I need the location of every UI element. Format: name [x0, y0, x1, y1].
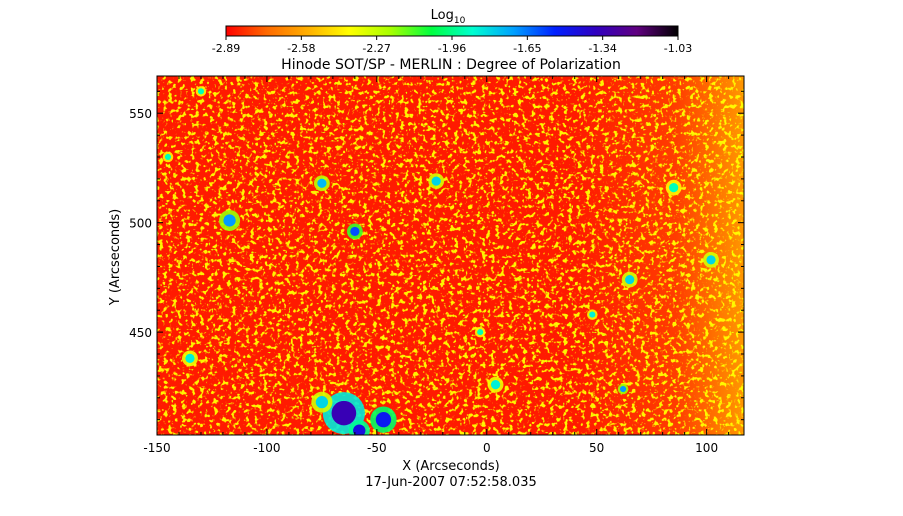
patch-core: [331, 400, 357, 426]
colorbar-tick-label: -1.65: [513, 42, 541, 55]
patch-core: [185, 353, 195, 363]
polarization-patches: [162, 86, 719, 435]
colorbar: Log10 -2.89 -2.58 -2.27 -1.96 -1.65 -1.34 -1.0…: [212, 8, 692, 55]
colorbar-ticks: -2.89 -2.58 -2.27 -1.96 -1.65 -1.34 -1.03: [212, 36, 692, 55]
x-tick-label: 100: [695, 441, 718, 455]
patch-core: [706, 255, 716, 265]
patch-core: [625, 274, 635, 285]
patch-core: [353, 424, 366, 435]
patch-core: [589, 311, 596, 318]
x-axis-label: X (Arcseconds): [402, 459, 499, 474]
patch-core: [315, 396, 329, 409]
patch-core: [164, 153, 172, 161]
colorbar-tick-label: -1.03: [664, 42, 692, 55]
colorbar-label-main: Log: [431, 8, 454, 23]
timestamp: 17-Jun-2007 07:52:58.035: [365, 475, 537, 490]
x-tick-label: -50: [367, 441, 387, 455]
colorbar-tick-label: -2.27: [362, 42, 390, 55]
x-axis-ticks: -150 -100 -50 0 50 100: [143, 76, 730, 455]
x-tick-label: -150: [143, 441, 170, 455]
plot-area: [157, 76, 744, 435]
chart-title: Hinode SOT/SP - MERLIN : Degree of Polar…: [281, 57, 621, 73]
heatmap-limb-brightening: [574, 76, 744, 435]
patch-core: [375, 412, 392, 428]
patch-core: [223, 214, 236, 227]
x-tick-label: 50: [589, 441, 604, 455]
colorbar-label: Log10: [431, 8, 466, 26]
x-tick-label: -100: [253, 441, 280, 455]
patch-core: [350, 226, 360, 237]
y-axis-label: Y (Arcseconds): [108, 209, 123, 306]
patch-core: [620, 385, 627, 393]
y-axis-ticks: 450 500 550: [129, 90, 744, 421]
y-tick-label: 450: [129, 326, 152, 340]
patch-core: [431, 176, 441, 186]
colorbar-gradient: [225, 25, 679, 37]
patch-core: [490, 380, 501, 390]
patch-core: [197, 88, 205, 95]
colorbar-tick-label: -1.34: [588, 42, 616, 55]
x-tick-label: 0: [483, 441, 491, 455]
patch-core: [477, 329, 484, 336]
colorbar-tick-label: -1.96: [438, 42, 466, 55]
colorbar-tick-label: -2.89: [212, 42, 240, 55]
colorbar-tick-label: -2.58: [287, 42, 315, 55]
y-tick-label: 500: [129, 217, 152, 231]
patch-core: [317, 178, 327, 188]
plot-frame: [156, 75, 745, 436]
y-tick-label: 550: [129, 107, 152, 121]
patch-core: [669, 183, 679, 193]
colorbar-label-subscript: 10: [454, 16, 466, 26]
